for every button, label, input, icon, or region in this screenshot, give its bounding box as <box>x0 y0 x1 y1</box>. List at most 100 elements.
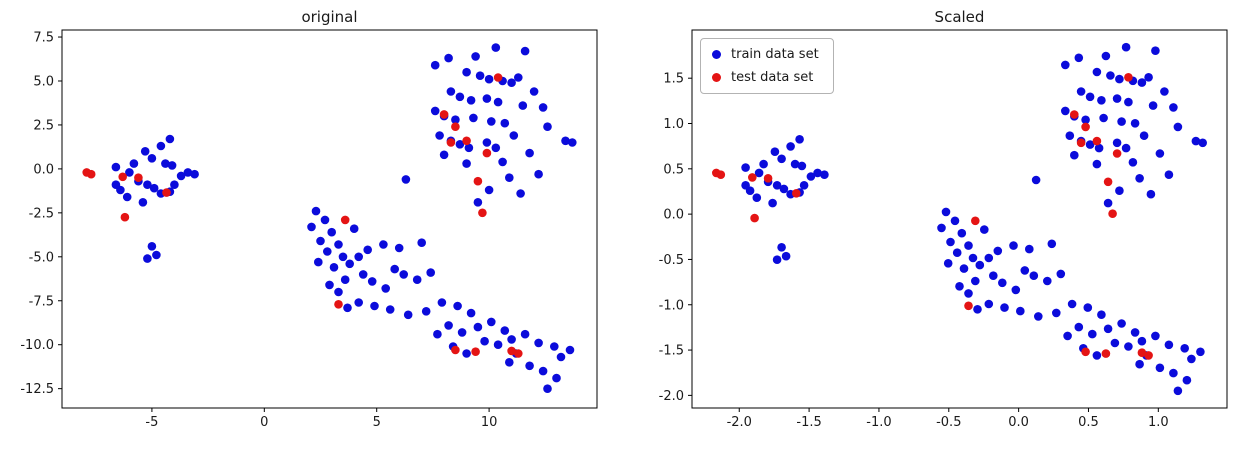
scatter-point-train <box>1144 73 1153 82</box>
scatter-point-train <box>759 159 768 169</box>
scatter-point-train <box>795 135 804 144</box>
scatter-point-train <box>1182 375 1192 385</box>
scatter-point-train <box>320 215 330 225</box>
scatter-point-train <box>1056 269 1066 279</box>
scatter-point-train <box>1074 53 1084 63</box>
plot-title-scaled: Scaled <box>934 8 985 26</box>
scatter-point-train <box>955 282 964 291</box>
scatter-point-test <box>964 301 973 311</box>
scatter-point-train <box>152 250 161 260</box>
scatter-point-train <box>529 87 539 96</box>
scatter-point-train <box>550 342 559 351</box>
scatter-point-test <box>514 349 523 358</box>
scatter-point-train <box>781 251 791 261</box>
scatter-point-train <box>473 198 483 207</box>
scatter-point-train <box>509 131 519 140</box>
scatter-point-train <box>354 298 364 307</box>
legend-label-test: test data set <box>731 70 814 85</box>
scatter-point-train <box>147 154 157 163</box>
scatter-point-train <box>1112 138 1122 148</box>
scatter-point-train <box>1115 74 1124 84</box>
scatter-point-train <box>487 117 496 126</box>
scatter-point-train <box>1092 67 1102 77</box>
scatter-point-train <box>1148 101 1158 110</box>
scatter-point-train <box>345 259 355 269</box>
axes-frame <box>61 29 598 409</box>
scatter-point-train <box>316 236 325 246</box>
x-tick-label: 1.0 <box>1148 415 1169 430</box>
train-marker-icon <box>712 50 721 59</box>
scatter-point-train <box>1117 117 1126 126</box>
scatter-point-train <box>1124 97 1133 107</box>
scatter-point-train <box>1047 239 1057 249</box>
scatter-point-train <box>500 326 510 335</box>
plot-canvas-scaled: -2.0 -1.5 -1.0 -0.5 0.0 0.5 1.0 1.5 1.0 0.5 0.0 -0.… <box>659 29 1228 430</box>
scatter-point-train <box>514 73 523 82</box>
scatter-point-train <box>507 335 516 344</box>
scatter-point-test <box>1081 347 1090 357</box>
scatter-point-train <box>1198 138 1207 148</box>
scatter-point-train <box>370 301 379 311</box>
scatter-point-train <box>1169 368 1178 378</box>
scatter-point-train <box>941 207 951 217</box>
scatter-point-train <box>444 321 453 330</box>
scatter-point-test <box>507 346 516 356</box>
scatter-point-train <box>943 259 953 268</box>
scatter-point-train <box>1187 354 1196 364</box>
scatter-point-test <box>340 215 350 225</box>
scatter-point-train <box>1011 285 1021 295</box>
scatter-point-train <box>993 246 1003 256</box>
scatter-point-test <box>1108 209 1117 218</box>
scatter-point-train <box>1135 359 1144 369</box>
scatter-point-train <box>451 115 460 124</box>
scatter-point-train <box>552 373 561 383</box>
scatter-point-train <box>1146 189 1156 199</box>
scatter-point-train <box>367 277 377 286</box>
scatter-point-test <box>446 138 456 147</box>
y-tick-label: 1.5 <box>663 72 684 87</box>
scatter-point-test <box>473 176 483 186</box>
y-tick-label: 2.5 <box>33 118 54 133</box>
x-tick-label: 5 <box>373 415 381 430</box>
scatter-point-train <box>1106 71 1115 80</box>
scatter-point-train <box>446 87 456 96</box>
scatter-point-test <box>462 136 471 146</box>
scatter-point-train <box>165 134 175 144</box>
scatter-point-train <box>1099 113 1108 123</box>
scatter-point-train <box>1169 103 1178 112</box>
scatter-point-train <box>394 243 404 253</box>
scatter-point-test <box>1144 351 1153 360</box>
scatter-point-train <box>455 92 465 102</box>
scatter-point-train <box>1097 310 1106 320</box>
scatter-point-train <box>1009 241 1018 250</box>
scatter-point-test <box>716 170 726 179</box>
scatter-point-train <box>959 264 969 273</box>
y-tick-label: 0.5 <box>663 162 684 177</box>
scatter-point-train <box>435 131 444 140</box>
scatter-point-train <box>307 222 316 232</box>
scatter-point-train <box>1164 170 1174 179</box>
scatter-point-test <box>451 345 460 355</box>
scatter-point-train <box>444 53 453 63</box>
scatter-point-train <box>797 161 807 171</box>
scatter-point-train <box>752 193 762 202</box>
scatter-point-test <box>1103 177 1113 187</box>
legend-label-train: train data set <box>731 47 819 62</box>
scatter-point-train <box>952 248 962 257</box>
scatter-point-train <box>430 60 440 70</box>
plot-canvas-original: -5 0 5 10 7.5 5.0 2.5 0.0 -2.5 -5.0 -7.5 -10.0 -12.5 <box>20 29 598 430</box>
legend-item-test: test data set <box>712 70 819 85</box>
scatter-point-train <box>390 264 400 274</box>
legend: train data set test data set <box>700 38 834 94</box>
scatter-point-train <box>534 169 543 179</box>
scatter-point-train <box>1128 158 1138 167</box>
scatter-point-train <box>455 140 465 149</box>
scatter-point-train <box>1083 303 1093 312</box>
scatter-point-train <box>421 307 431 316</box>
x-tick-label: -1.5 <box>796 415 821 430</box>
scatter-point-train <box>1173 122 1183 132</box>
scatter-point-train <box>1121 42 1131 52</box>
scatter-point-train <box>1164 340 1174 350</box>
scatter-point-train <box>379 240 388 249</box>
